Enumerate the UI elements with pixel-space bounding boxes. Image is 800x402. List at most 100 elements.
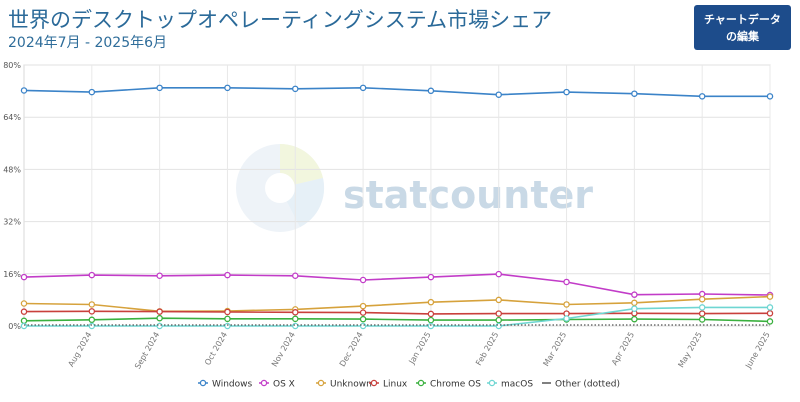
data-point: [766, 304, 774, 311]
data-point: [359, 302, 367, 310]
data-point: [495, 270, 502, 278]
data-point: [20, 87, 28, 94]
x-tick-label: Aug 2024: [66, 331, 93, 369]
data-point: [427, 273, 435, 281]
data-point: [20, 300, 28, 307]
data-point: [20, 273, 28, 281]
legend-item-label: Linux: [383, 380, 408, 390]
series-line-chrome-os: [23, 317, 771, 323]
data-point: [224, 308, 231, 316]
series-line-linux: [23, 310, 771, 315]
data-point: [495, 322, 502, 330]
x-tick-label: Dec 2024: [338, 331, 365, 369]
data-point: [20, 317, 28, 325]
data-point: [88, 271, 96, 279]
data-point: [292, 272, 299, 280]
data-point: [563, 315, 570, 322]
x-tick-label: Sept 2024: [133, 331, 161, 371]
data-point: [766, 93, 774, 100]
watermark-text: statcounter: [343, 173, 593, 217]
data-point: [224, 271, 231, 279]
legend-item-label: macOS: [501, 380, 533, 390]
series-line-macos: [24, 306, 770, 327]
data-point: [563, 88, 570, 96]
data-point: [766, 310, 774, 317]
x-tick-label: May 2025: [676, 331, 704, 370]
x-tick-label: June 2025: [743, 331, 771, 371]
data-point: [292, 315, 299, 323]
data-point: [156, 322, 163, 330]
data-point: [88, 316, 96, 324]
data-point: [359, 322, 367, 330]
legend-marker: [488, 379, 496, 387]
data-point: [156, 308, 163, 315]
data-point: [698, 93, 706, 100]
data-point: [359, 84, 367, 92]
data-point: [563, 301, 570, 308]
data-point: [631, 305, 638, 312]
x-tick-label: Apr 2025: [610, 331, 636, 367]
data-point: [359, 315, 367, 323]
legend-item-label: Chrome OS: [430, 380, 481, 390]
series-line-unknown: [23, 295, 771, 313]
chart-subtitle: 2024年7月 - 2025年6月: [8, 35, 168, 51]
data-point: [427, 87, 435, 95]
legend-marker: [370, 379, 378, 387]
data-point: [224, 84, 231, 92]
y-tick-label: 80%: [3, 61, 21, 70]
data-point: [292, 85, 299, 93]
y-tick-label: 64%: [3, 113, 21, 122]
legend-marker: [317, 379, 325, 387]
chart-title: 世界のデスクトップオペレーティングシステム市場シェア: [8, 8, 553, 32]
data-point: [427, 316, 435, 324]
data-point: [698, 295, 706, 303]
data-point: [698, 290, 706, 298]
legend-item-label: Windows: [212, 380, 252, 390]
statcounter-watermark: statcounter: [236, 143, 593, 232]
watermark-logo-slice: [280, 143, 323, 188]
legend-marker: [417, 379, 425, 387]
legend-marker: [260, 379, 268, 387]
data-point: [495, 296, 502, 304]
data-point: [292, 322, 299, 330]
data-point: [631, 90, 638, 97]
data-point: [156, 314, 163, 322]
data-point: [427, 322, 435, 330]
data-point: [88, 88, 96, 96]
legend-item-label: Other (dotted): [555, 380, 620, 390]
data-point: [495, 310, 502, 317]
edit-chart-data-button[interactable]: チャートデータの編集: [694, 5, 791, 50]
y-tick-label: 32%: [3, 218, 21, 227]
data-point: [156, 272, 163, 280]
data-point: [88, 308, 96, 315]
series-line-os-x: [23, 273, 771, 296]
data-point: [156, 84, 163, 92]
y-tick-label: 48%: [3, 165, 21, 174]
data-point: [20, 322, 28, 330]
data-point: [88, 322, 96, 330]
data-point: [698, 310, 706, 317]
data-point: [698, 304, 706, 311]
data-point: [427, 310, 435, 318]
data-point: [495, 91, 502, 98]
series-line-windows: [23, 86, 770, 98]
x-tick-label: Nov 2024: [270, 331, 297, 369]
data-point: [563, 278, 570, 286]
data-point: [631, 291, 638, 298]
x-tick-label: Jan 2025: [407, 331, 433, 367]
data-point: [766, 293, 774, 300]
data-point: [224, 322, 231, 330]
legend-marker: [199, 379, 207, 387]
data-point: [359, 309, 367, 316]
data-point: [20, 308, 28, 315]
x-tick-label: Oct 2024: [203, 331, 229, 367]
x-tick-label: Mar 2025: [541, 331, 568, 368]
data-point: [766, 318, 774, 325]
data-point: [292, 309, 299, 316]
data-point: [224, 315, 231, 323]
legend-item-label: OS X: [273, 380, 295, 390]
y-tick-label: 0%: [8, 322, 21, 331]
watermark-logo-center: [265, 173, 295, 203]
data-point: [88, 301, 96, 308]
